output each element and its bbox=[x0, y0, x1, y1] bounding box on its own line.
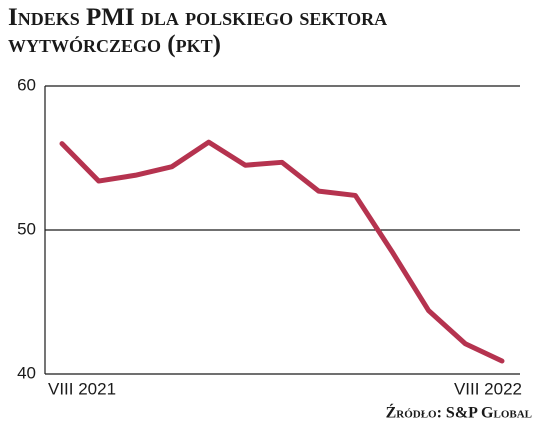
x-tick-label: VIII 2021 bbox=[48, 379, 116, 398]
y-tick-label: 50 bbox=[17, 219, 36, 238]
source: Źródło: S&P Global bbox=[386, 403, 532, 422]
data-line bbox=[59, 139, 505, 364]
y-tick-label: 60 bbox=[17, 75, 36, 94]
x-tick-label: VIII 2022 bbox=[454, 379, 522, 398]
y-tick-label: 40 bbox=[17, 363, 36, 382]
chart-title: Indeks PMI dla polskiego sektora wytwórc… bbox=[8, 4, 388, 58]
